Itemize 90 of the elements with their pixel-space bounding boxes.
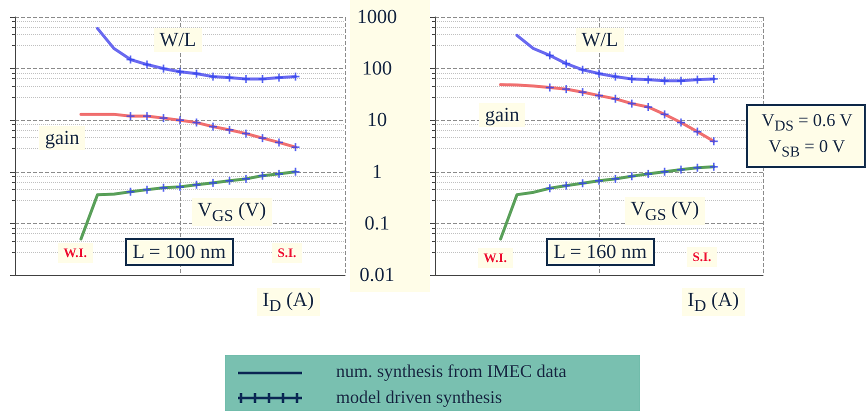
point — [710, 74, 718, 83]
x-axis-title: I$_{D}$ (A) — [256, 288, 320, 316]
point — [176, 68, 184, 76]
point — [258, 172, 266, 180]
annotation: V$_{DS}$ = 0.6 V — [760, 110, 854, 136]
point — [275, 138, 283, 146]
point — [226, 74, 234, 82]
point — [209, 72, 217, 81]
point — [143, 186, 151, 194]
text: V$_{SB}$ = 0 V — [768, 136, 846, 162]
point — [578, 88, 587, 96]
point — [595, 70, 603, 78]
point — [275, 170, 283, 178]
y-tick-label: 1000 — [357, 6, 397, 28]
point — [192, 180, 200, 189]
point — [595, 176, 603, 185]
series-label: W/L — [576, 28, 624, 52]
text: model driven synthesis — [335, 387, 503, 409]
point — [611, 72, 620, 81]
point — [562, 60, 570, 68]
point — [710, 162, 718, 171]
point — [292, 72, 300, 81]
series-label: V$_{GS}$ (V) — [624, 197, 706, 226]
point — [292, 143, 300, 152]
annotation: S.I. — [686, 247, 718, 268]
point — [275, 74, 283, 82]
point — [242, 130, 250, 138]
point — [126, 188, 134, 196]
point — [226, 176, 234, 185]
point — [292, 168, 300, 176]
point — [578, 179, 587, 188]
point — [611, 174, 620, 183]
y-tick-label: 10 — [367, 109, 387, 132]
annotation: L = 160 nm — [546, 238, 655, 266]
point — [126, 56, 134, 64]
point — [677, 76, 685, 85]
point — [628, 100, 636, 108]
point — [578, 66, 587, 74]
point — [644, 170, 652, 178]
annotation: W.I. — [478, 248, 513, 268]
y-tick-label: 0.01 — [360, 264, 394, 286]
point — [160, 114, 168, 122]
point — [176, 182, 184, 191]
point — [693, 76, 702, 84]
point — [258, 74, 266, 83]
annotation: L = 100 nm — [124, 238, 234, 266]
point — [595, 92, 603, 100]
point — [644, 103, 652, 112]
series-label: gain — [39, 126, 86, 150]
point — [209, 178, 217, 187]
point — [611, 94, 620, 103]
series-label: W/L — [154, 28, 202, 52]
point — [693, 164, 702, 172]
point — [126, 112, 134, 120]
series-label: V$_{GS}$ (V) — [192, 198, 272, 226]
point — [562, 182, 570, 190]
point — [546, 51, 554, 60]
point — [546, 84, 554, 92]
point — [562, 85, 570, 94]
point — [176, 116, 184, 124]
point — [546, 184, 554, 192]
point — [143, 112, 151, 120]
point — [242, 74, 250, 83]
point — [693, 128, 702, 136]
point — [160, 184, 168, 192]
point — [226, 126, 234, 134]
point — [192, 70, 200, 78]
y-tick-label: 1 — [372, 160, 382, 183]
x-axis-title: I$_{D}$ (A) — [682, 288, 745, 316]
annotation: W.I. — [58, 243, 93, 264]
point — [242, 174, 250, 183]
point — [143, 60, 151, 69]
annotation: S.I. — [272, 243, 302, 264]
series-label: gain — [479, 103, 526, 127]
point — [660, 110, 669, 118]
y-tick-label: 100 — [362, 58, 392, 80]
point — [644, 76, 652, 84]
point — [192, 118, 200, 127]
point — [628, 74, 636, 83]
point — [677, 166, 685, 174]
y-tick-label: 0.1 — [364, 212, 390, 234]
point — [209, 122, 217, 131]
point — [628, 172, 636, 180]
point — [660, 168, 669, 176]
text: num. synthesis from IMEC data — [335, 361, 568, 383]
point — [710, 137, 718, 146]
point — [258, 134, 266, 142]
point — [677, 118, 685, 127]
point — [660, 76, 669, 85]
point — [160, 64, 168, 73]
